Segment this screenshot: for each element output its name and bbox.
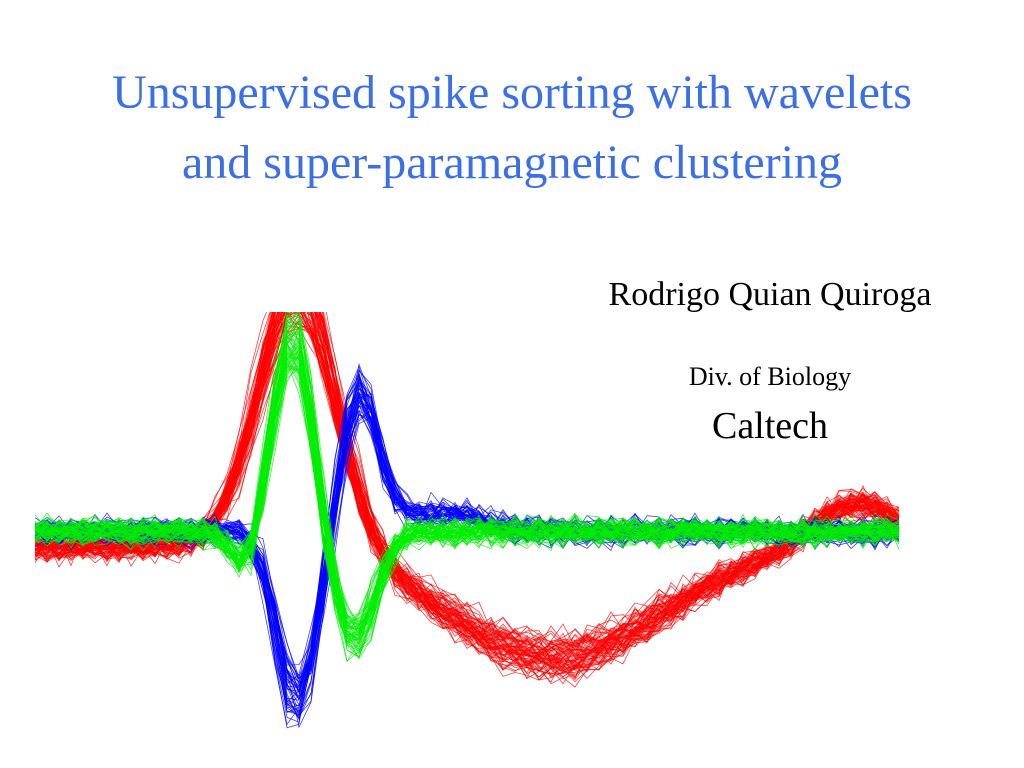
waveform-trace [35, 347, 900, 639]
institution-label: Caltech [711, 405, 829, 447]
waveform-trace [35, 356, 900, 625]
waveform-trace [35, 341, 900, 636]
waveform-trace [35, 333, 900, 640]
waveform-trace [35, 366, 900, 625]
waveform-trace [35, 313, 900, 658]
waveform-trace [35, 316, 900, 658]
waveform-trace [35, 312, 900, 652]
waveform-trace [35, 328, 900, 635]
waveform-trace [35, 317, 900, 655]
waveform-trace [35, 325, 900, 640]
waveform-trace [35, 321, 900, 649]
waveform-trace [35, 315, 900, 648]
waveform-trace [35, 361, 900, 631]
waveform-trace [35, 312, 900, 667]
waveform-trace [35, 341, 900, 624]
waveform-trace [35, 360, 900, 627]
waveform-trace [35, 312, 900, 670]
waveform-trace [35, 312, 900, 683]
waveform-trace [35, 320, 900, 651]
waveform-trace [35, 312, 900, 670]
waveform-trace [35, 341, 900, 638]
waveform-trace [35, 312, 900, 664]
waveform-trace [35, 320, 900, 658]
waveform-trace [35, 312, 900, 652]
waveform-trace [35, 381, 900, 720]
waveform-trace [35, 337, 900, 646]
waveform-trace [35, 343, 900, 629]
waveform-trace [35, 320, 900, 648]
waveform-traces [35, 312, 900, 729]
title-line-2: and super-paramagnetic clustering [181, 136, 843, 189]
division-label: Div. of Biology [688, 362, 852, 391]
waveform-trace [35, 312, 900, 678]
waveform-trace [35, 335, 900, 644]
waveform-trace [35, 331, 900, 643]
waveform-trace [35, 312, 900, 662]
waveform-trace [35, 358, 900, 633]
waveform-trace [35, 354, 900, 647]
waveform-trace [35, 335, 900, 645]
waveform-trace [35, 353, 900, 635]
waveform-trace [35, 348, 900, 625]
waveform-trace [35, 340, 900, 638]
waveform-trace [35, 325, 900, 659]
waveform-trace [35, 312, 900, 659]
waveform-trace [35, 312, 900, 649]
waveform-trace [35, 330, 900, 642]
waveform-trace [35, 312, 900, 661]
waveform-trace [35, 327, 900, 649]
waveform-trace [35, 361, 900, 618]
waveform-trace [35, 313, 900, 647]
waveform-trace [35, 348, 900, 632]
author-name: Rodrigo Quian Quiroga [608, 276, 932, 313]
title-line-1: Unsupervised spike sorting with wavelets [112, 66, 912, 119]
waveform-trace [35, 342, 900, 629]
waveform-trace [35, 346, 900, 635]
waveform-trace [35, 312, 900, 661]
waveform-trace [35, 343, 900, 630]
waveform-trace [35, 312, 900, 667]
waveform-trace [35, 312, 900, 670]
waveform-trace [35, 344, 900, 636]
waveform-trace [35, 312, 900, 667]
waveform-trace [35, 361, 900, 628]
waveform-trace [35, 312, 900, 679]
waveform-trace [35, 312, 900, 668]
waveform-trace [35, 317, 900, 643]
waveform-trace [35, 338, 900, 640]
waveform-trace [35, 312, 900, 662]
waveform-trace [35, 351, 900, 634]
waveform-trace [35, 367, 900, 623]
waveform-trace [35, 312, 900, 662]
waveform-trace [35, 351, 900, 624]
waveform-trace [35, 344, 900, 630]
waveform-trace [35, 314, 900, 658]
spike-waveforms-figure [35, 312, 900, 729]
waveform-trace [35, 357, 900, 627]
waveform-trace [35, 312, 900, 670]
waveform-trace [35, 328, 900, 645]
waveform-trace [35, 351, 900, 623]
slide-title: Unsupervised spike sorting with wavelets… [0, 58, 1024, 198]
waveform-trace [35, 312, 900, 670]
waveform-trace [35, 315, 900, 658]
waveform-trace [35, 321, 900, 643]
waveform-trace [35, 312, 900, 662]
waveform-trace [35, 312, 900, 661]
waveform-trace [35, 352, 900, 638]
waveform-trace [35, 330, 900, 644]
waveform-trace [35, 356, 900, 630]
waveform-trace [35, 312, 900, 652]
waveform-trace [35, 332, 900, 641]
waveform-trace [35, 353, 900, 629]
waveform-trace [35, 340, 900, 644]
